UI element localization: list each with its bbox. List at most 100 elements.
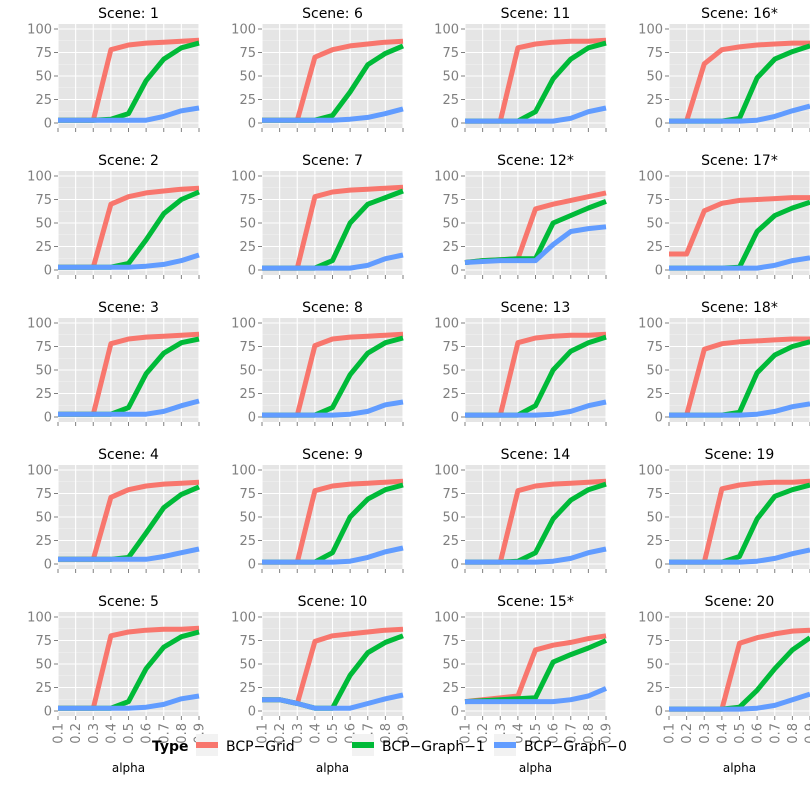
- series-line-bcp-graph-0: [465, 399, 607, 418]
- y-tick-label: 0: [655, 117, 663, 132]
- y-tick-label: 75: [239, 634, 256, 649]
- facet-panel-scene-19: Scene: 19 0 25 50 75 100: [638, 447, 810, 573]
- y-tick-label: 50: [646, 658, 663, 673]
- x-tick-label: 0.2: [273, 723, 288, 744]
- x-tick-label: 0.3: [291, 723, 306, 744]
- y-tick-label: 25: [239, 387, 256, 402]
- x-tick-label: 0.7: [564, 723, 579, 744]
- series-line-bcp-graph-0: [465, 686, 607, 705]
- series-line-bcp-graph-0: [464, 224, 607, 265]
- x-tick-label: 0.5: [122, 723, 137, 744]
- facet-title: Scene: 20: [705, 594, 775, 610]
- y-tick-label: 50: [442, 364, 459, 379]
- legend-title: Type: [152, 739, 189, 755]
- y-tick-label: 0: [248, 558, 256, 573]
- facet-title: Scene: 3: [98, 300, 159, 316]
- series-line-bcp-graph-0: [669, 103, 810, 124]
- y-tick-label: 75: [35, 46, 52, 61]
- facet-title: Scene: 5: [98, 594, 159, 610]
- y-tick-label: 100: [27, 317, 52, 332]
- facet-title: Scene: 10: [298, 594, 368, 610]
- y-tick-label: 100: [434, 170, 459, 185]
- y-tick-label: 100: [231, 611, 256, 626]
- y-tick-label: 100: [434, 23, 459, 38]
- y-tick-label: 0: [44, 264, 52, 279]
- y-tick-label: 75: [442, 487, 459, 502]
- series-line-bcp-graph-0: [58, 398, 200, 417]
- y-tick-label: 100: [434, 464, 459, 479]
- y-tick-label: 100: [638, 317, 663, 332]
- y-tick-label: 0: [451, 411, 459, 426]
- series-line-bcp-grid: [669, 40, 810, 124]
- y-tick-label: 50: [442, 70, 459, 85]
- y-tick-label: 25: [442, 93, 459, 108]
- x-axis-title: alpha: [316, 761, 349, 775]
- series-line-bcp-graph-0: [58, 693, 200, 711]
- y-tick-label: 75: [442, 193, 459, 208]
- x-tick-label: 0.8: [582, 723, 597, 744]
- y-tick-label: 75: [646, 193, 663, 208]
- y-tick-label: 50: [35, 70, 52, 85]
- series-line-bcp-graph-0: [262, 692, 404, 711]
- y-tick-label: 100: [434, 611, 459, 626]
- facet-title: Scene: 14: [501, 447, 571, 463]
- y-tick-label: 75: [35, 487, 52, 502]
- facet-panel-scene-6: Scene: 6 0 25 50 75 100: [231, 6, 404, 132]
- x-axis-title: alpha: [112, 761, 145, 775]
- y-tick-label: 75: [239, 487, 256, 502]
- y-tick-label: 25: [35, 681, 52, 696]
- facet-title: Scene: 18*: [701, 300, 778, 316]
- y-tick-label: 50: [35, 364, 52, 379]
- series-line-bcp-graph-0: [669, 255, 810, 271]
- x-tick-label: 0.8: [175, 723, 190, 744]
- y-tick-label: 100: [231, 464, 256, 479]
- x-tick-label: 0.1: [663, 723, 678, 744]
- facet-panel-scene-11: Scene: 11 0 25 50 75 100: [434, 6, 607, 132]
- y-tick-label: 50: [35, 217, 52, 232]
- y-tick-label: 100: [231, 23, 256, 38]
- y-tick-label: 25: [646, 534, 663, 549]
- legend-label: BCP−Grid: [226, 739, 295, 755]
- y-tick-label: 25: [646, 93, 663, 108]
- y-tick-label: 75: [35, 193, 52, 208]
- facet-title: Scene: 9: [302, 447, 363, 463]
- facet-panel-scene-3: Scene: 3 0 25 50 75 100: [27, 300, 200, 426]
- facet-title: Scene: 12*: [497, 153, 574, 169]
- y-tick-label: 100: [638, 170, 663, 185]
- y-tick-label: 75: [646, 340, 663, 355]
- y-tick-label: 100: [231, 170, 256, 185]
- y-tick-label: 50: [646, 511, 663, 526]
- facet-panel-scene-8: Scene: 8 0 25 50 75 100: [231, 300, 404, 426]
- x-tick-label: 0.8: [379, 723, 394, 744]
- y-tick-label: 25: [646, 240, 663, 255]
- y-tick-label: 0: [248, 705, 256, 720]
- y-tick-label: 75: [646, 634, 663, 649]
- y-tick-label: 25: [646, 387, 663, 402]
- y-tick-label: 0: [44, 117, 52, 132]
- series-line-bcp-graph-0: [669, 691, 810, 712]
- x-tick-label: 0.4: [715, 723, 730, 744]
- y-tick-label: 0: [44, 411, 52, 426]
- x-tick-label: 0.6: [751, 723, 766, 744]
- series-line-bcp-grid: [669, 195, 810, 257]
- y-tick-label: 100: [27, 23, 52, 38]
- x-tick-label: 0.9: [600, 723, 615, 744]
- y-tick-label: 0: [655, 411, 663, 426]
- facet-panel-scene-16-star: Scene: 16* 0 25 50 75 100: [638, 6, 810, 132]
- y-tick-label: 0: [44, 705, 52, 720]
- y-tick-label: 50: [239, 511, 256, 526]
- y-tick-label: 0: [248, 411, 256, 426]
- y-tick-label: 0: [451, 117, 459, 132]
- y-tick-label: 50: [239, 70, 256, 85]
- facet-title: Scene: 6: [302, 6, 363, 22]
- y-tick-label: 50: [646, 217, 663, 232]
- y-tick-label: 100: [27, 611, 52, 626]
- y-tick-label: 50: [442, 511, 459, 526]
- series-line-bcp-graph-0: [669, 401, 810, 418]
- y-tick-label: 75: [646, 46, 663, 61]
- y-tick-label: 75: [35, 634, 52, 649]
- y-tick-label: 0: [655, 705, 663, 720]
- y-tick-label: 25: [442, 681, 459, 696]
